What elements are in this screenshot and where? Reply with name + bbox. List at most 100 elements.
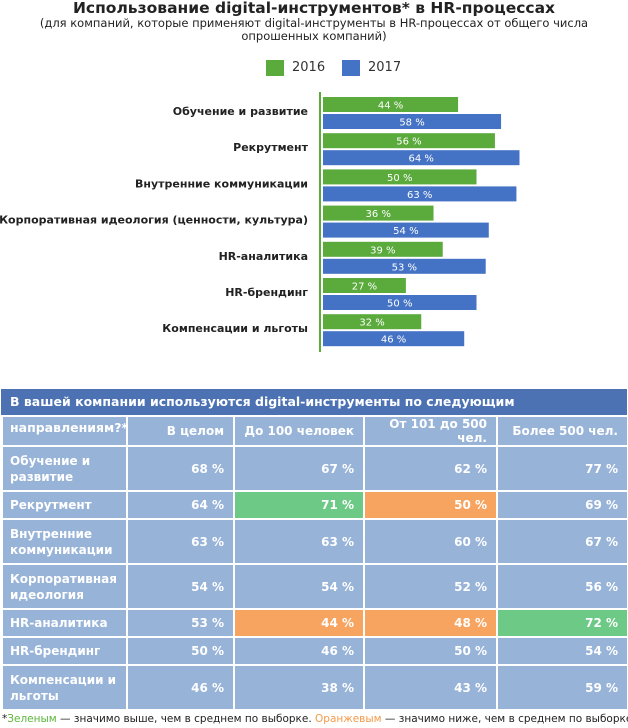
legend-label-2017: 2017: [368, 60, 402, 75]
table-cell: 62 %: [363, 445, 498, 492]
bar-value-label: 56 %: [396, 137, 421, 148]
bar-2017: [323, 258, 486, 274]
bar-value-label: 63 %: [407, 190, 432, 201]
bar-2017: [323, 295, 477, 310]
table-header-total: В целом: [126, 415, 235, 447]
chart-legend: 2016 2017: [0, 60, 628, 76]
table-row-label: Компенсации и льготы: [1, 664, 128, 711]
bar-2016: [323, 241, 443, 257]
table-cell: 63 %: [233, 518, 365, 565]
table-cell: 43 %: [363, 664, 498, 711]
table-cell: 69 %: [496, 490, 628, 520]
table-row-label: Корпоративная идеология: [1, 563, 128, 610]
table-cell: 67 %: [233, 445, 365, 492]
table-header-up-to-100: До 100 человек: [233, 415, 365, 447]
category-label: Обучение и развитие: [173, 105, 308, 118]
table-header-over-500: Более 500 чел.: [496, 415, 628, 447]
table-question: В вашей компании используются digital-ин…: [1, 389, 627, 435]
table-row: Корпоративная идеология 54 % 54 % 52 % 56 %: [1, 563, 628, 610]
bar-value-label: 50 %: [387, 299, 412, 310]
footnote-orange-text: — значимо ниже, чем в среднем по выборке: [381, 713, 628, 725]
bar-value-label: 39 %: [370, 245, 395, 256]
bar-value-label: 64 %: [409, 154, 434, 165]
category-label: HR-аналитика: [219, 250, 308, 263]
table-cell: 56 %: [496, 563, 628, 610]
category-label: Рекрутмент: [233, 141, 308, 154]
table-cell: 68 %: [126, 445, 235, 492]
legend-item-2017: 2017: [342, 60, 401, 76]
bar-value-label: 46 %: [381, 335, 406, 346]
legend-item-2016: 2016: [266, 60, 325, 76]
bar-2016: [323, 97, 459, 112]
footnote-star: *: [2, 713, 8, 725]
table-row-label: HR-аналитика: [1, 608, 128, 638]
table-cell: 46 %: [126, 664, 235, 711]
table-header-row: В целом До 100 человек От 101 до 500 чел…: [1, 415, 628, 447]
table-grid: В целом До 100 человек От 101 до 500 чел…: [1, 415, 628, 711]
footnote: *Зеленым — значимо выше, чем в среднем п…: [2, 712, 628, 726]
usage-table: В вашей компании используются digital-ин…: [1, 389, 628, 711]
table-cell: 50 %: [363, 490, 498, 520]
category-label: Компенсации и льготы: [162, 322, 308, 335]
bar-value-label: 32 %: [359, 318, 384, 329]
table-row-label: Внутренние коммуникации: [1, 518, 128, 565]
bar-value-label: 44 %: [378, 101, 403, 112]
table-row: HR-аналитика 53 % 44 % 48 % 72 %: [1, 608, 628, 638]
footnote-green-word: Зеленым: [7, 713, 57, 725]
bar-2017: [323, 222, 489, 238]
table-cell: 44 %: [233, 608, 365, 638]
bar-2017: [323, 331, 465, 347]
bar-value-label: 53 %: [392, 262, 417, 273]
table-cell: 50 %: [126, 636, 235, 666]
table-cell: 54 %: [126, 563, 235, 610]
legend-swatch-2016: [266, 60, 284, 76]
table-cell: 54 %: [233, 563, 365, 610]
bar-2017: [323, 186, 517, 202]
bar-2016: [323, 205, 434, 221]
table-cell: 63 %: [126, 518, 235, 565]
table-header-empty: [1, 415, 128, 447]
category-label: Корпоративная идеология (ценности, культ…: [0, 214, 308, 227]
legend-swatch-2017: [342, 60, 360, 76]
table-row-label: Рекрутмент: [1, 490, 128, 520]
table-cell: 52 %: [363, 563, 498, 610]
table-cell: 59 %: [496, 664, 628, 711]
table-cell: 53 %: [126, 608, 235, 638]
table-cell: 64 %: [126, 490, 235, 520]
table-row: Внутренние коммуникации 63 % 63 % 60 % 67 %: [1, 518, 628, 565]
table-row-label: HR-брендинг: [1, 636, 128, 666]
table-row: Компенсации и льготы 46 % 38 % 43 % 59 %: [1, 664, 628, 711]
table-row: HR-брендинг 50 % 46 % 50 % 54 %: [1, 636, 628, 666]
bar-2016: [323, 314, 422, 330]
table-cell: 72 %: [496, 608, 628, 638]
chart-title: Использование digital-инструментов* в HR…: [72, 0, 556, 17]
table-cell: 38 %: [233, 664, 365, 711]
footnote-orange-word: Оранжевым: [315, 713, 382, 725]
category-label: Внутренние коммуникации: [135, 177, 308, 190]
bar-value-label: 50 %: [387, 173, 412, 184]
bar-2017: [323, 150, 520, 166]
bar-value-label: 54 %: [393, 226, 418, 237]
bar-chart: Обучение и развитие 44 % 58 % Рекрутмент 56 …: [0, 92, 520, 352]
bar-value-label: 27 %: [352, 282, 377, 293]
table-row: Рекрутмент 64 % 71 % 50 % 69 %: [1, 490, 628, 520]
table-cell: 54 %: [496, 636, 628, 666]
bar-2016: [323, 133, 495, 149]
table-row: Обучение и развитие 68 % 67 % 62 % 77 %: [1, 445, 628, 492]
bar-2017: [323, 114, 502, 129]
table-cell: 60 %: [363, 518, 498, 565]
category-label: HR-брендинг: [225, 286, 308, 299]
table-cell: 67 %: [496, 518, 628, 565]
table-cell: 46 %: [233, 636, 365, 666]
table-header-101-500: От 101 до 500 чел.: [363, 415, 498, 447]
bar-value-label: 58 %: [399, 118, 424, 129]
table-cell: 50 %: [363, 636, 498, 666]
table-cell: 71 %: [233, 490, 365, 520]
bar-2016: [323, 278, 406, 293]
bar-2016: [323, 169, 477, 185]
footnote-green-text: — значимо выше, чем в среднем по выборке…: [56, 713, 316, 725]
bar-value-label: 36 %: [366, 209, 391, 220]
table-row-label: Обучение и развитие: [1, 445, 128, 492]
table-cell: 48 %: [363, 608, 498, 638]
legend-label-2016: 2016: [292, 60, 326, 75]
